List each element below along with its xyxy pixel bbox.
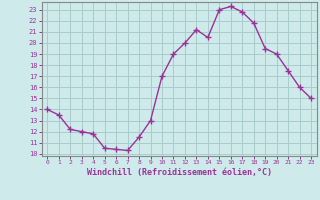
X-axis label: Windchill (Refroidissement éolien,°C): Windchill (Refroidissement éolien,°C) <box>87 168 272 177</box>
